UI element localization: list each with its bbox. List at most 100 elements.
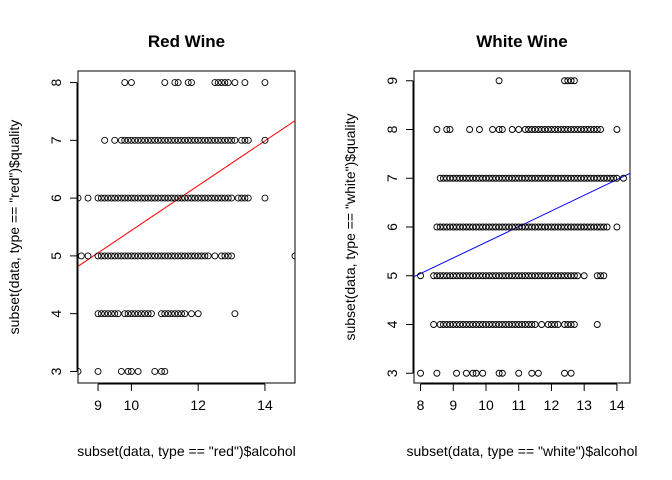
white-wine-point	[561, 77, 568, 85]
red-wine-point	[198, 136, 205, 144]
red-wine-point	[137, 252, 145, 260]
white-wine-point	[436, 321, 444, 328]
red-wine-point	[117, 252, 125, 260]
white-wine-point	[495, 272, 503, 280]
red-wine-point	[127, 79, 135, 87]
white-wine-point	[603, 223, 611, 231]
red-wine-point	[111, 194, 119, 202]
red-wine-point	[221, 194, 229, 202]
red-wine-point	[124, 367, 132, 375]
white-wine-point	[502, 223, 510, 231]
white-wine-point	[492, 174, 500, 182]
red-wine-point	[244, 136, 252, 144]
red-wine-point	[161, 367, 169, 375]
white-wine-point	[521, 174, 529, 182]
white-wine-point	[554, 174, 562, 182]
white-wine-point	[508, 126, 516, 133]
red-wine-y-label: subset(data, type == "red")$quality	[6, 120, 22, 335]
red-wine-point	[78, 194, 82, 202]
white-wine-point	[433, 126, 441, 133]
red-wine-point	[201, 136, 209, 144]
white-wine-point	[440, 223, 447, 231]
white-wine-point	[482, 321, 490, 328]
white-wine-point	[472, 174, 480, 182]
red-wine-point	[291, 252, 295, 260]
red-wine-point	[107, 194, 115, 202]
white-wine-point	[505, 321, 513, 328]
white-wine-point	[548, 174, 555, 182]
red-wine-point	[211, 252, 219, 260]
white-wine-point	[479, 369, 487, 377]
red-wine-point	[204, 194, 212, 202]
red-wine-point	[101, 310, 109, 318]
red-wine-point	[131, 252, 139, 260]
red-wine-point	[224, 136, 232, 144]
white-wine-point	[528, 223, 536, 231]
white-wine-point	[498, 369, 506, 377]
white-wine-point	[495, 223, 503, 231]
red-wine-point	[78, 252, 85, 260]
red-wine-point	[218, 194, 226, 202]
white-wine-point	[600, 174, 608, 182]
red-wine-point	[158, 252, 165, 260]
white-wine-point	[489, 174, 496, 182]
red-wine-point	[174, 79, 182, 87]
red-wine-point	[208, 136, 215, 144]
white-wine-point	[462, 223, 470, 231]
white-wine-point	[505, 272, 513, 280]
white-wine-point	[544, 126, 552, 133]
white-wine-point	[515, 272, 523, 280]
white-wine-point	[587, 223, 595, 231]
white-wine-point	[548, 126, 555, 133]
red-wine-point	[164, 310, 172, 318]
white-wine-points	[417, 77, 627, 377]
white-wine-point	[498, 321, 506, 328]
red-wine-point	[151, 194, 159, 202]
white-wine-point	[574, 272, 582, 280]
red-wine-point	[188, 252, 195, 260]
red-wine-x-tick-label: 10	[124, 397, 140, 413]
white-wine-point	[597, 272, 604, 280]
white-wine-point	[459, 321, 467, 328]
white-wine-point	[597, 126, 604, 133]
white-wine-point	[489, 126, 496, 133]
red-wine-x-label: subset(data, type == "red")$alcohol	[77, 443, 296, 459]
red-wine-point	[114, 252, 122, 260]
red-wine-point	[238, 136, 246, 144]
red-wine-point	[84, 252, 92, 260]
white-wine-point	[466, 126, 474, 133]
white-wine-point	[548, 321, 555, 328]
white-wine-point	[564, 126, 572, 133]
red-wine-point	[181, 194, 189, 202]
white-wine-point	[525, 174, 532, 182]
white-wine-point	[521, 223, 529, 231]
white-wine-point	[469, 272, 477, 280]
red-wine-point	[178, 194, 185, 202]
white-wine-point	[567, 321, 575, 328]
red-wine-point	[234, 194, 242, 202]
white-wine-point	[554, 272, 562, 280]
red-wine-point	[97, 310, 105, 318]
white-wine-point	[495, 77, 503, 85]
white-wine-point	[590, 174, 598, 182]
red-wine-point	[184, 252, 192, 260]
white-wine-point	[564, 77, 572, 85]
red-wine-point	[181, 252, 189, 260]
red-wine-point	[127, 310, 135, 318]
red-wine-point	[131, 194, 139, 202]
red-wine-y-tick-label: 6	[48, 194, 64, 202]
white-wine-point	[417, 369, 424, 377]
white-wine-point	[453, 174, 460, 182]
red-wine-point	[117, 367, 125, 375]
white-wine-point	[561, 369, 568, 377]
white-wine-point	[551, 272, 559, 280]
white-wine-point	[456, 321, 464, 328]
white-wine-point	[459, 174, 467, 182]
red-wine-point	[141, 310, 149, 318]
red-wine-point	[101, 136, 109, 144]
red-wine-point	[168, 194, 175, 202]
red-wine-point	[231, 310, 239, 318]
red-wine-point	[114, 194, 122, 202]
white-wine-y-label: subset(data, type == "white")$quality	[342, 113, 358, 340]
red-wine-point	[134, 136, 142, 144]
